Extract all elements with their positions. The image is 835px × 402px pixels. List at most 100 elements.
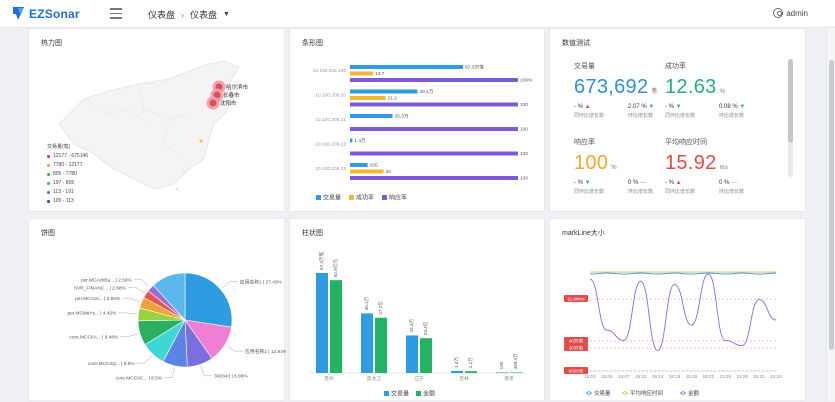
bar <box>350 96 386 100</box>
legend-item[interactable]: 12177 - 675146 <box>47 153 88 159</box>
markline-badge <box>564 337 588 344</box>
y-tick-label: 10.100.209.21 <box>315 117 346 123</box>
legend-title: 交易量(笔) <box>47 144 71 150</box>
pie-panel: 饼图 应用名称1 | 27.43% 应用名称2 | 12.84% 300343 | … <box>28 218 286 401</box>
bar-label: 100 <box>520 176 528 182</box>
pie-chart: 应用名称1 | 27.43% 应用名称2 | 12.84% 300343 | 8.9… <box>67 272 286 381</box>
kpi-compare-yoy: - % ▲ 同环比增长数 <box>665 180 696 195</box>
legend-swatch <box>384 391 389 396</box>
kpi-value: 100% <box>574 152 617 174</box>
kpi-compare-mom: 0 % — 环比增长数 <box>719 180 745 195</box>
legend-item[interactable]: 197 - 805 <box>47 180 88 186</box>
column-bar <box>465 371 477 373</box>
trend-arrow-icon: — <box>640 180 647 186</box>
column-bar <box>375 317 387 373</box>
legend-label: 105 - 113 <box>53 198 74 204</box>
markline-label: 6000元 <box>569 369 584 375</box>
pie-leader-line <box>226 345 244 352</box>
city-label: 哈尔滨市 <box>226 83 249 91</box>
column-label: 23.4亿 <box>422 321 429 335</box>
legend-item[interactable]: 7780 - 12177 <box>47 162 88 168</box>
bar <box>350 127 518 131</box>
column-label: 1.2万 <box>468 357 474 368</box>
bar-h-title: 条形图 <box>302 40 323 47</box>
menu-toggle-icon[interactable] <box>110 8 122 19</box>
column-bar <box>496 372 508 373</box>
legend-label: 成功率 <box>356 194 374 202</box>
kpi-scrollbar-thumb[interactable] <box>788 59 793 143</box>
bar-label: 20 <box>386 169 392 175</box>
markline-panel: markLine大小 15:01 15:04 15:07 15:10 15:13 15:1… <box>549 218 806 401</box>
app-logo[interactable]: EZSonar <box>12 6 80 21</box>
page-scrollbar[interactable] <box>826 28 835 401</box>
breadcrumb-first[interactable]: 仪表盘 <box>148 10 176 20</box>
city-marker-shenyang[interactable] <box>206 96 220 110</box>
legend-marker <box>623 391 627 395</box>
pie-label: per.MCActi... | 3.83% <box>75 296 121 302</box>
x-tick-label: 15:01 <box>584 374 596 379</box>
kpi-label: 交易量 <box>574 63 595 70</box>
pie-slice <box>152 272 186 321</box>
pie-slice <box>184 272 233 328</box>
x-tick-label: 15:13 <box>652 374 664 379</box>
bar-label: 100% <box>520 78 533 84</box>
china-map: 哈尔滨市 长春市 沈阳市 <box>58 60 249 191</box>
column-title: 柱状图 <box>302 230 323 237</box>
bar-label: 21.2 <box>388 96 398 102</box>
scrollbar-thumb[interactable] <box>829 60 834 350</box>
legend-label: 金额 <box>688 389 700 397</box>
legend-marker <box>681 391 685 395</box>
x-tick-label: 15:34 <box>770 374 782 379</box>
markline-chart: 15:01 15:04 15:07 15:10 15:13 15:16 15:19 15:22… <box>564 271 782 397</box>
trend-arrow-icon: ▲ <box>584 104 591 110</box>
bar-label: 40.1万 <box>419 89 433 95</box>
legend-item[interactable]: 113 - 191 <box>47 189 88 195</box>
x-tick-label: 吉林 <box>459 375 469 382</box>
pie-label: 应用名称2 | 12.84% <box>245 348 286 355</box>
legend-swatch <box>349 195 354 200</box>
y-tick-label: 10.100.209.22 <box>315 142 346 148</box>
kpi-compare-mom: 2.07 % ▼ 环比增长数 <box>628 104 655 119</box>
markline-badge <box>564 295 588 302</box>
bar-label: 100 <box>520 151 528 157</box>
kpi-value: 15.92 ms <box>665 152 729 174</box>
pie-label: 应用名称1 | 27.43% <box>240 278 283 285</box>
x-tick-label: 黑龙江 <box>367 375 382 382</box>
pie-leader-line <box>127 287 145 294</box>
kpi-compare-mom: 0 % — 环比增长数 <box>628 180 654 195</box>
legend-swatch <box>416 391 421 396</box>
markline-badge <box>564 344 588 351</box>
kpi-compare-yoy: - % ▼ 同环比增长数 <box>665 104 696 119</box>
breadcrumb-second[interactable]: 仪表盘 <box>190 10 218 20</box>
markline-label: 11.98ms <box>567 297 585 302</box>
kpi-card: 成功率 12.63% - % ▼ 同环比增长数 0.08 % ▼ 环比增长数 <box>665 61 757 119</box>
kpi-label: 响应率 <box>574 139 595 146</box>
user-menu[interactable]: admin <box>773 8 808 18</box>
x-tick-label: 15:28 <box>736 374 748 379</box>
caret-down-icon[interactable]: ▼ <box>223 11 230 18</box>
kpi-card: 交易量 673,692 笔 - % ▲ 同环比增长数 2.07 % ▼ 环比增长数 <box>574 61 666 119</box>
bar <box>350 163 368 167</box>
y-tick-label: 10.100.209.20 <box>315 93 346 99</box>
bar-label: 67.3万笔 <box>465 64 484 71</box>
pie-label: core.MCCIIA... | 8.48% <box>69 334 119 340</box>
pie-leader-line <box>118 312 137 315</box>
x-tick-label: 苏州 <box>324 375 334 382</box>
legend-swatch <box>316 195 321 200</box>
legend-label: 197 - 805 <box>53 180 75 186</box>
pie-leader-line <box>164 367 175 378</box>
series-line <box>589 272 777 275</box>
legend-label: 金额 <box>423 390 435 398</box>
x-tick-label: 15:31 <box>753 374 765 379</box>
markline-label: 40万笔 <box>569 338 584 345</box>
legend-item[interactable]: 805 - 7780 <box>47 171 88 177</box>
x-tick-label: 15:19 <box>686 374 698 379</box>
x-tick-label: 辽宁 <box>414 375 424 382</box>
legend-item[interactable]: 105 - 113 <box>47 198 88 204</box>
column-bar <box>316 273 328 373</box>
x-tick-label: 15:22 <box>703 374 715 379</box>
bar <box>350 102 518 107</box>
bar <box>350 151 518 156</box>
legend-swatch <box>382 195 387 200</box>
